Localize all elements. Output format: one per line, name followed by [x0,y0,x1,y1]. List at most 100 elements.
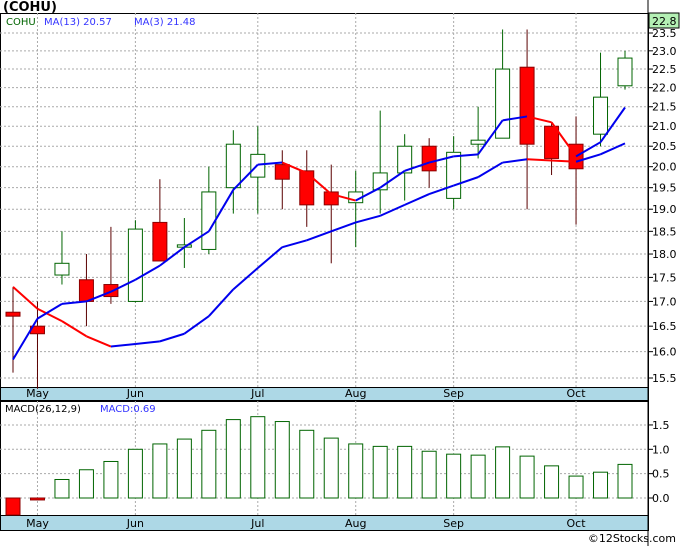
ma3-segment [257,161,283,166]
ma3-segment [232,163,259,191]
candle-body [103,284,119,298]
legend-ma13: MA(13) 20.57 [44,17,112,28]
macd-bar [103,460,119,499]
macd-bar [5,497,21,516]
macd-bar [127,448,143,499]
ma3-segment [330,193,356,202]
ma13-segment [477,161,504,178]
ma3-segment [61,300,87,305]
y-tick-label: 15.5 [652,372,677,385]
ma3-segment [575,141,602,158]
y-tick-label: 23.5 [652,27,677,40]
ma13-segment [159,332,185,343]
y-tick-label: 17.5 [652,271,677,284]
ma3-segment [134,264,161,281]
legend-ma3: MA(3) 21.48 [134,17,195,28]
y-tick-label: 20.0 [652,161,677,174]
month-label: Aug [345,387,366,400]
ma13-segment [428,184,454,196]
candle-body [54,262,70,276]
y-tick-label: 19.5 [652,182,677,195]
ma13-segment [12,286,39,310]
ma3-segment [550,121,577,157]
ma13-segment [135,340,160,345]
candle-body [5,311,21,317]
ma13-segment [282,239,308,249]
ma13-segment [257,246,283,269]
ma13-segment [110,342,136,348]
ma3-segment [207,189,235,232]
ma13-segment [600,142,626,156]
month-label: Jul [250,387,264,400]
macd-bar [201,429,217,499]
y-tick-label: 16.0 [652,346,677,359]
macd-title: MACD(26,12,9) [5,404,81,415]
ma3-segment [599,106,626,143]
ma3-segment [379,170,406,189]
month-label: Aug [345,517,366,530]
macd-value: MACD:0.69 [100,404,156,415]
ma13-segment [61,320,87,338]
macd-bar [250,416,266,499]
y-tick-label: 16.5 [652,320,677,333]
macd-tick-label: 1.0 [652,443,670,456]
macd-bar [470,454,486,499]
ma3-segment [502,115,528,122]
candle-body [127,228,143,302]
ma13-segment [527,158,552,162]
ma3-segment [526,115,552,124]
y-tick-label: 21.5 [652,101,677,114]
macd-bar [152,443,168,499]
ma3-segment [306,172,332,195]
ma13-segment [306,230,332,242]
candle-body [152,221,168,262]
month-label: Sep [443,517,464,530]
macd-bar [225,419,241,499]
macd-bar [78,469,94,499]
month-label: Jun [126,517,144,530]
macd-bar [29,497,45,501]
candle-body [519,66,535,145]
macd-tick-label: 0.0 [652,492,670,505]
y-tick-label: 17.0 [652,295,677,308]
macd-bar [274,421,290,499]
candle-body [593,96,609,135]
candle-body [299,170,315,206]
candle-body [201,191,217,250]
y-tick-label: 18.0 [652,248,677,261]
candle-body [470,139,486,145]
ma13-segment [330,221,357,233]
y-tick-label: 22.0 [652,82,677,95]
ma13-segment [355,214,381,224]
y-tick-label: 23.0 [652,45,677,58]
ma3-segment [36,303,63,320]
candle-body [544,125,560,159]
month-label: Oct [567,387,587,400]
ma3-segment [355,186,381,202]
candle-body [446,151,462,199]
ma13-segment [379,203,406,217]
macd-bar [446,453,462,499]
ma13-segment [453,176,479,187]
macd-bar [348,443,364,499]
macd-bar [176,438,192,499]
month-label: Jun [126,387,144,400]
candle-body [617,57,633,87]
macd-bar [372,445,388,499]
ma13-segment [37,307,63,323]
macd-bar [568,475,584,499]
month-label: Sep [443,387,464,400]
ma13-segment [404,193,430,206]
macd-bar [519,455,535,499]
y-tick-label: 21.0 [652,120,677,133]
macd-bar [593,471,609,499]
month-label: May [26,517,49,530]
ma13-segment [232,267,259,291]
last-price-box [648,12,680,29]
candle-body [495,68,511,139]
candle-body [274,164,290,180]
ma3-segment [281,161,308,174]
legend-ticker: COHU [6,17,36,28]
